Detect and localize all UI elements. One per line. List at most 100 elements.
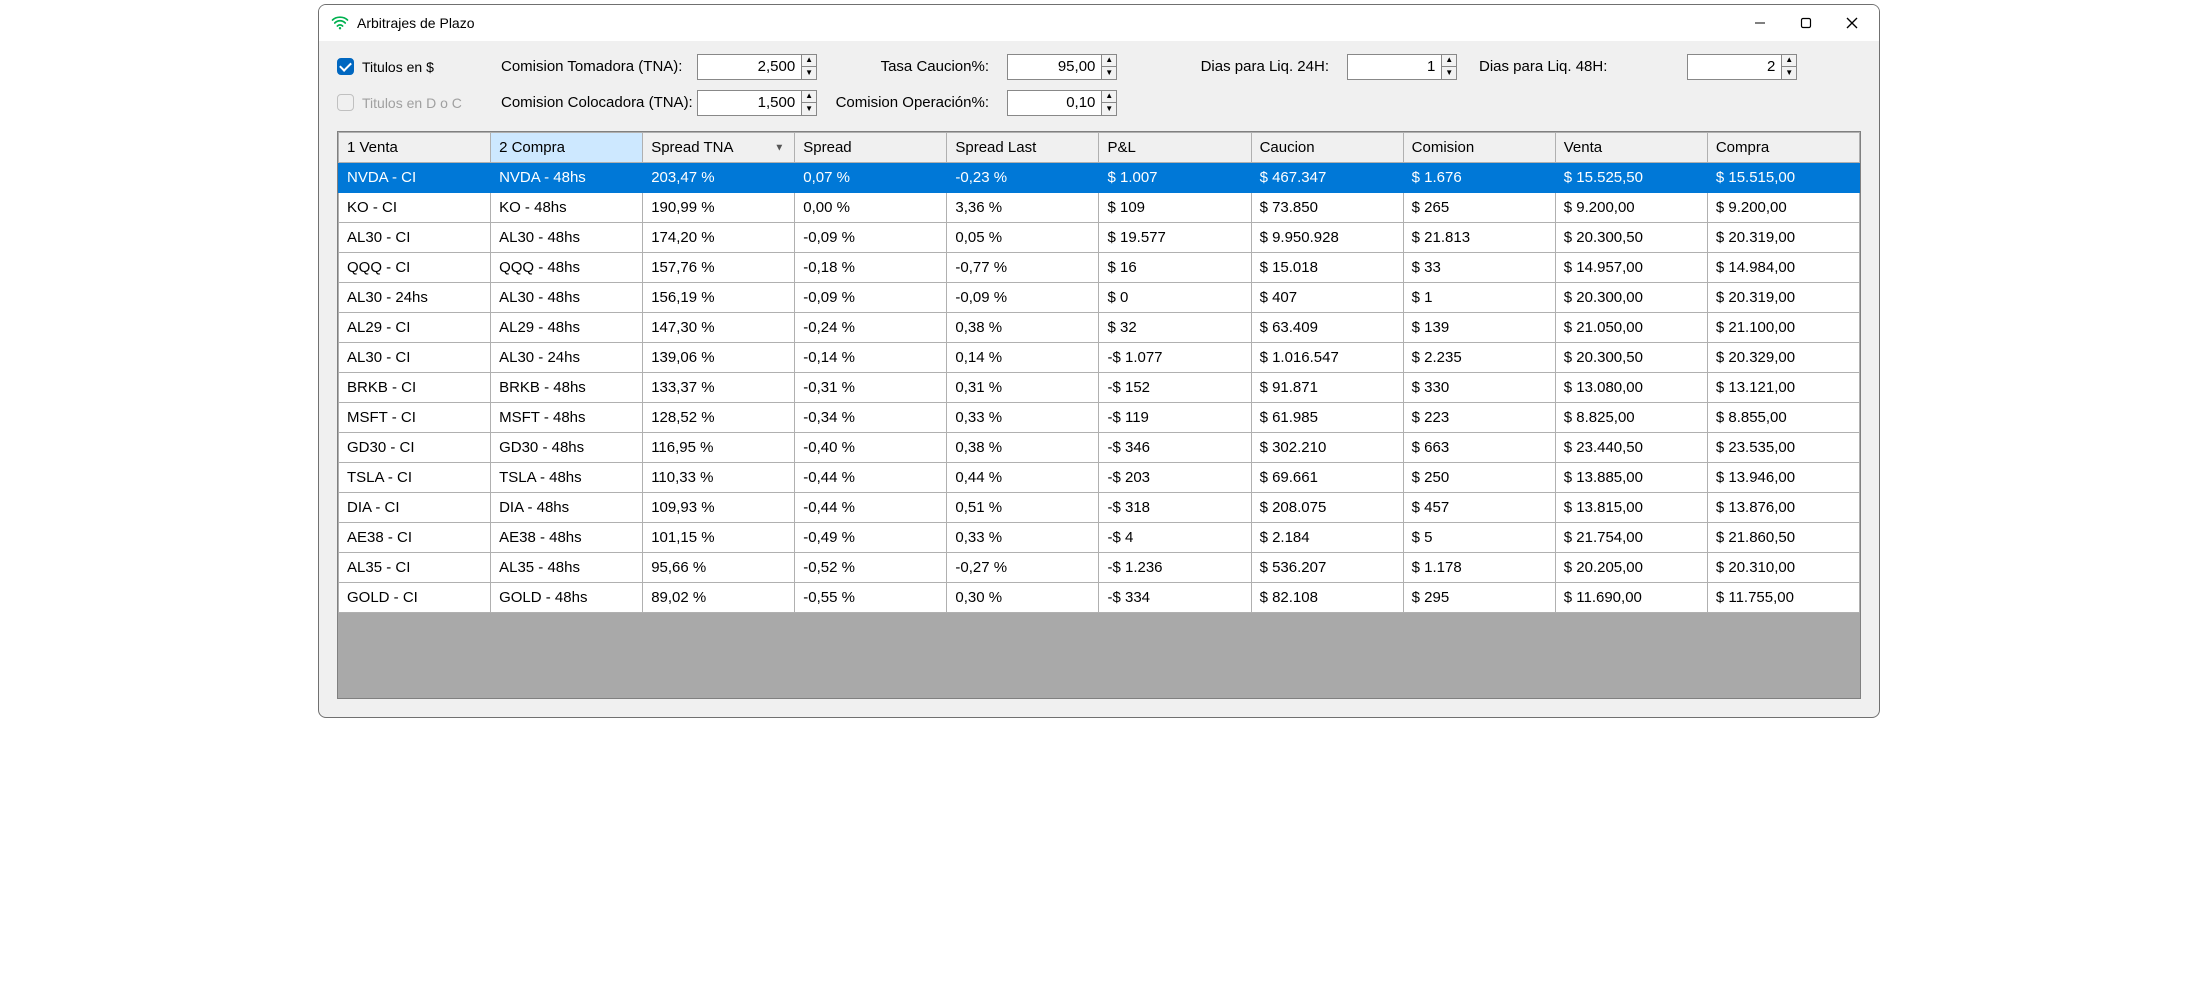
table-row[interactable]: AL30 - CIAL30 - 48hs174,20 %-0,09 %0,05 … [339,223,1860,253]
table-cell[interactable]: NVDA - 48hs [491,163,643,193]
table-cell[interactable]: AL29 - CI [339,313,491,343]
dias-liq-24h-spinner[interactable]: ▲ ▼ [1347,54,1457,80]
table-cell[interactable]: $ 9.200,00 [1707,193,1859,223]
table-cell[interactable]: MSFT - CI [339,403,491,433]
table-cell[interactable]: GD30 - 48hs [491,433,643,463]
table-cell[interactable]: -$ 119 [1099,403,1251,433]
table-cell[interactable]: $ 15.018 [1251,253,1403,283]
minimize-button[interactable] [1737,7,1783,39]
table-cell[interactable]: $ 1.007 [1099,163,1251,193]
table-cell[interactable]: 0,30 % [947,583,1099,613]
table-row[interactable]: GD30 - CIGD30 - 48hs116,95 %-0,40 %0,38 … [339,433,1860,463]
table-cell[interactable]: -$ 346 [1099,433,1251,463]
table-row[interactable]: NVDA - CINVDA - 48hs203,47 %0,07 %-0,23 … [339,163,1860,193]
table-cell[interactable]: 156,19 % [643,283,795,313]
table-cell[interactable]: 109,93 % [643,493,795,523]
table-cell[interactable]: -0,52 % [795,553,947,583]
table-cell[interactable]: 0,05 % [947,223,1099,253]
table-cell[interactable]: $ 11.690,00 [1555,583,1707,613]
table-cell[interactable]: -0,24 % [795,313,947,343]
table-row[interactable]: AL30 - 24hsAL30 - 48hs156,19 %-0,09 %-0,… [339,283,1860,313]
table-cell[interactable]: $ 11.755,00 [1707,583,1859,613]
table-cell[interactable]: $ 330 [1403,373,1555,403]
spinner-up-icon[interactable]: ▲ [1102,55,1116,68]
table-cell[interactable]: $ 23.440,50 [1555,433,1707,463]
table-cell[interactable]: $ 223 [1403,403,1555,433]
table-cell[interactable]: $ 20.300,50 [1555,223,1707,253]
table-cell[interactable]: $ 250 [1403,463,1555,493]
table-row[interactable]: AL35 - CIAL35 - 48hs95,66 %-0,52 %-0,27 … [339,553,1860,583]
table-cell[interactable]: $ 32 [1099,313,1251,343]
spinner-up-icon[interactable]: ▲ [802,55,816,68]
table-cell[interactable]: -0,23 % [947,163,1099,193]
table-cell[interactable]: MSFT - 48hs [491,403,643,433]
table-cell[interactable]: 0,51 % [947,493,1099,523]
spinner-down-icon[interactable]: ▼ [1102,103,1116,115]
column-header[interactable]: Spread Last [947,133,1099,163]
table-cell[interactable]: BRKB - CI [339,373,491,403]
table-cell[interactable]: 3,36 % [947,193,1099,223]
table-cell[interactable]: $ 21.100,00 [1707,313,1859,343]
table-cell[interactable]: -0,77 % [947,253,1099,283]
table-cell[interactable]: 95,66 % [643,553,795,583]
table-cell[interactable]: AL29 - 48hs [491,313,643,343]
tasa-caucion-spinner[interactable]: ▲ ▼ [1007,54,1117,80]
table-row[interactable]: GOLD - CIGOLD - 48hs89,02 %-0,55 %0,30 %… [339,583,1860,613]
table-cell[interactable]: $ 536.207 [1251,553,1403,583]
table-cell[interactable]: TSLA - CI [339,463,491,493]
spinner-down-icon[interactable]: ▼ [1782,67,1796,79]
table-cell[interactable]: $ 63.409 [1251,313,1403,343]
table-cell[interactable]: $ 407 [1251,283,1403,313]
table-cell[interactable]: 101,15 % [643,523,795,553]
table-cell[interactable]: 116,95 % [643,433,795,463]
table-cell[interactable]: 110,33 % [643,463,795,493]
table-row[interactable]: DIA - CIDIA - 48hs109,93 %-0,44 %0,51 %-… [339,493,1860,523]
table-cell[interactable]: $ 8.855,00 [1707,403,1859,433]
table-cell[interactable]: $ 13.946,00 [1707,463,1859,493]
table-cell[interactable]: $ 20.205,00 [1555,553,1707,583]
table-cell[interactable]: $ 13.815,00 [1555,493,1707,523]
table-row[interactable]: AL30 - CIAL30 - 24hs139,06 %-0,14 %0,14 … [339,343,1860,373]
comision-colocadora-input[interactable] [698,91,801,115]
table-cell[interactable]: -0,55 % [795,583,947,613]
spinner-up-icon[interactable]: ▲ [802,91,816,104]
table-cell[interactable]: -0,27 % [947,553,1099,583]
spinner-up-icon[interactable]: ▲ [1442,55,1456,68]
table-cell[interactable]: 0,33 % [947,523,1099,553]
table-cell[interactable]: -0,49 % [795,523,947,553]
table-cell[interactable]: $ 20.310,00 [1707,553,1859,583]
table-cell[interactable]: $ 14.984,00 [1707,253,1859,283]
table-cell[interactable]: AE38 - 48hs [491,523,643,553]
comision-tomadora-spinner[interactable]: ▲ ▼ [697,54,817,80]
table-cell[interactable]: -0,14 % [795,343,947,373]
column-header[interactable]: Spread TNA▼ [643,133,795,163]
table-row[interactable]: TSLA - CITSLA - 48hs110,33 %-0,44 %0,44 … [339,463,1860,493]
table-cell[interactable]: $ 21.813 [1403,223,1555,253]
table-cell[interactable]: 0,38 % [947,433,1099,463]
table-cell[interactable]: -0,09 % [947,283,1099,313]
table-cell[interactable]: -0,44 % [795,493,947,523]
table-cell[interactable]: -$ 4 [1099,523,1251,553]
column-header[interactable]: Compra [1707,133,1859,163]
table-cell[interactable]: $ 19.577 [1099,223,1251,253]
table-cell[interactable]: $ 13.885,00 [1555,463,1707,493]
table-cell[interactable]: -0,44 % [795,463,947,493]
maximize-button[interactable] [1783,7,1829,39]
dias-liq-24h-input[interactable] [1348,55,1441,79]
dias-liq-48h-spinner[interactable]: ▲ ▼ [1687,54,1797,80]
table-cell[interactable]: $ 0 [1099,283,1251,313]
table-cell[interactable]: -0,09 % [795,283,947,313]
column-header[interactable]: 1 Venta [339,133,491,163]
table-cell[interactable]: $ 61.985 [1251,403,1403,433]
table-cell[interactable]: $ 16 [1099,253,1251,283]
table-cell[interactable]: -0,09 % [795,223,947,253]
table-cell[interactable]: $ 23.535,00 [1707,433,1859,463]
table-cell[interactable]: $ 109 [1099,193,1251,223]
table-cell[interactable]: $ 265 [1403,193,1555,223]
table-cell[interactable]: $ 69.661 [1251,463,1403,493]
table-cell[interactable]: $ 1.676 [1403,163,1555,193]
table-cell[interactable]: $ 20.300,00 [1555,283,1707,313]
table-row[interactable]: AL29 - CIAL29 - 48hs147,30 %-0,24 %0,38 … [339,313,1860,343]
table-cell[interactable]: 139,06 % [643,343,795,373]
table-cell[interactable]: $ 5 [1403,523,1555,553]
